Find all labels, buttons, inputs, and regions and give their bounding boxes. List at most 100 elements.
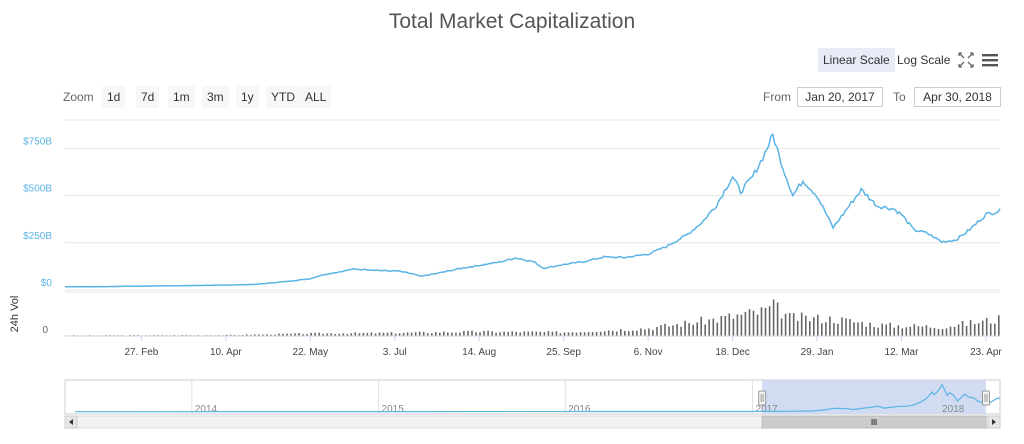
volume-bar (837, 323, 839, 336)
fullscreen-icon[interactable] (956, 50, 976, 70)
x-tick-label: 25. Sep (546, 347, 581, 358)
volume-bar (447, 332, 449, 336)
volume-bar (945, 328, 948, 336)
volume-bar (973, 324, 976, 336)
zoom-3m-button[interactable]: 3m (202, 86, 229, 108)
volume-bar (338, 333, 341, 336)
volume-bar (294, 333, 296, 336)
zoom-1d-button[interactable]: 1d (102, 86, 126, 108)
volume-bar (302, 334, 304, 336)
volume-bar (965, 326, 968, 336)
volume-bar (354, 332, 357, 336)
volume-bar (620, 329, 622, 336)
volume-bar (700, 316, 702, 336)
zoom-7d-button[interactable]: 7d (136, 86, 160, 108)
to-label: To (893, 90, 906, 104)
volume-bar (603, 331, 606, 336)
volume-bar (431, 333, 433, 336)
volume-bar (949, 326, 952, 336)
volume-bar (491, 331, 493, 336)
volume-bar (563, 332, 566, 336)
volume-bar (680, 326, 682, 336)
volume-bar (873, 327, 875, 336)
volume-bar (527, 331, 530, 336)
volume-bar (632, 330, 634, 336)
y-tick-label: $250B (23, 231, 52, 242)
volume-bar (495, 332, 497, 336)
volume-bar (953, 327, 956, 336)
zoom-all-button[interactable]: ALL (300, 86, 332, 108)
y-tick-label: $0 (41, 278, 53, 289)
volume-bar (712, 318, 715, 336)
volume-bar (937, 329, 940, 336)
x-tick-label: 14. Aug (462, 347, 496, 358)
volume-bar (443, 331, 445, 336)
volume-bar (728, 313, 731, 336)
volume-bar (692, 324, 694, 336)
volume-bar (258, 334, 260, 336)
volume-bar (981, 320, 984, 336)
volume-bar (286, 333, 288, 336)
volume-bar (796, 320, 799, 336)
navigator-selection-mask (762, 380, 986, 414)
volume-bar (418, 331, 421, 336)
to-date-input[interactable]: Apr 30, 2018 (914, 87, 1001, 107)
zoom-1m-button[interactable]: 1m (168, 86, 195, 108)
volume-bar (515, 331, 517, 336)
volume-bar (652, 330, 654, 336)
volume-bar (543, 332, 546, 336)
menu-icon[interactable] (980, 50, 1000, 70)
volume-bar (579, 332, 582, 336)
volume-bar (507, 331, 509, 336)
zoom-ytd-button[interactable]: YTD (266, 86, 300, 108)
volume-bar (720, 316, 723, 336)
volume-bar (229, 334, 232, 336)
volume-bar (656, 327, 658, 336)
volume-bar (455, 332, 457, 336)
from-date-input[interactable]: Jan 20, 2017 (797, 87, 883, 107)
volume-bar (314, 332, 316, 336)
navigator-line (74, 383, 1001, 413)
volume-bar (611, 330, 614, 336)
volume-bar (624, 330, 626, 336)
y-tick-label: $750B (23, 136, 52, 147)
volume-bar (925, 325, 928, 336)
volume-bar (901, 328, 904, 336)
volume-bar (732, 318, 735, 336)
navigator-right-handle[interactable] (982, 390, 990, 406)
volume-bar (853, 322, 855, 336)
navigator-tick-label: 2017 (755, 404, 778, 415)
volume-bar (390, 332, 393, 336)
zoom-1y-button[interactable]: 1y (236, 86, 259, 108)
volume-bar (551, 331, 554, 336)
volume-bar (780, 318, 783, 336)
x-tick-label: 10. Apr (210, 347, 242, 358)
volume-bar (829, 316, 831, 336)
volume-bar (660, 325, 662, 336)
volume-bar (889, 322, 891, 336)
x-tick-label: 12. Mar (885, 347, 920, 358)
volume-bar (583, 332, 586, 336)
volume-bar (306, 334, 308, 336)
log-scale-button[interactable]: Log Scale (897, 53, 951, 67)
volume-bar (664, 323, 666, 336)
volume-bar (644, 329, 646, 336)
volume-bar (998, 315, 1000, 336)
volume-bar (957, 324, 960, 336)
volume-bar (615, 331, 618, 336)
linear-scale-button[interactable]: Linear Scale (818, 48, 895, 72)
volume-bar (225, 334, 228, 336)
navigator-left-handle[interactable] (758, 390, 767, 406)
volume-bar (913, 324, 916, 336)
volume-bar (893, 327, 895, 336)
volume-bars (65, 299, 1000, 336)
volume-axis-label: 24h Vol (9, 296, 21, 333)
volume-bar (969, 320, 972, 336)
volume-bar (567, 332, 570, 336)
volume-bar (760, 307, 763, 336)
volume-bar (410, 332, 413, 336)
volume-bar (467, 330, 469, 336)
volume-bar (334, 334, 336, 336)
volume-bar (636, 330, 638, 336)
